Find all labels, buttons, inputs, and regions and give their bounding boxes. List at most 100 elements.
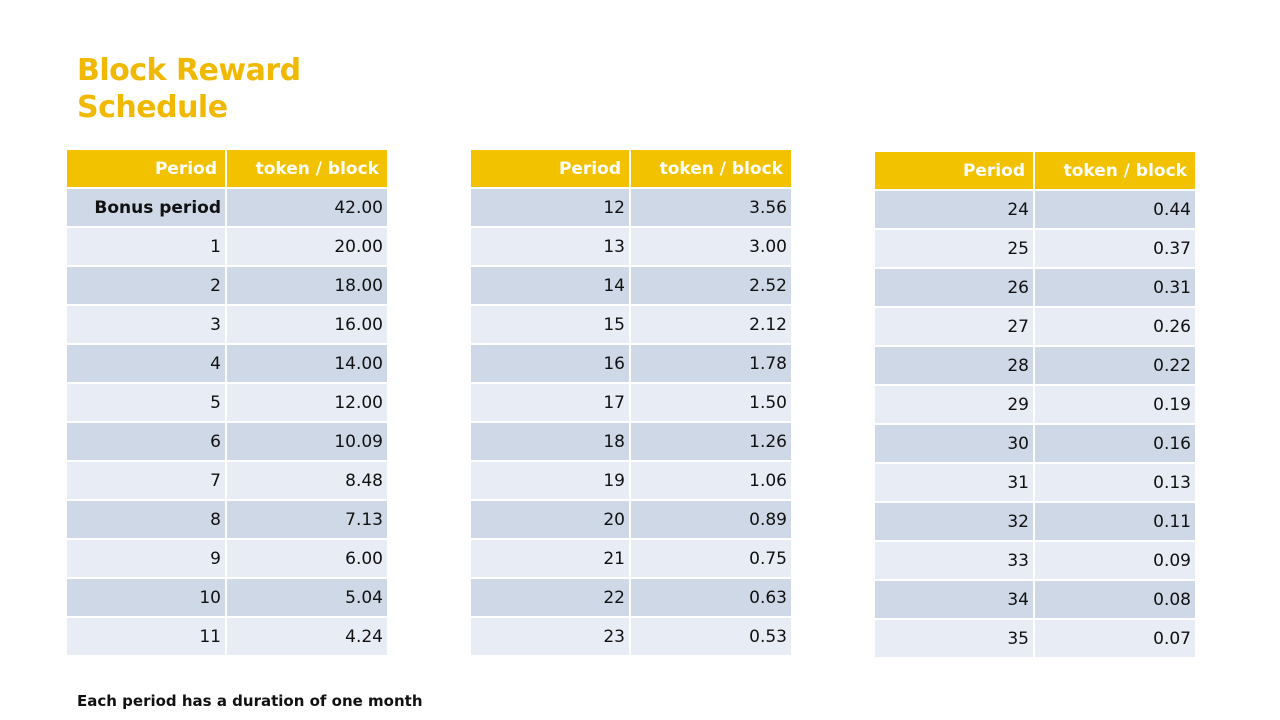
table-row: 14 2.52	[471, 267, 791, 304]
reward-cell: 0.75	[631, 540, 791, 577]
period-cell: 16	[471, 345, 629, 382]
header-cell: token / block	[631, 150, 791, 187]
period-cell: 21	[471, 540, 629, 577]
period-cell: 19	[471, 462, 629, 499]
table-row: 6 10.09	[67, 423, 387, 460]
table-row: 4 14.00	[67, 345, 387, 382]
period-cell: 2	[67, 267, 225, 304]
reward-cell: 7.13	[227, 501, 387, 538]
header-row: Period token / block	[875, 152, 1195, 189]
period-cell: 23	[471, 618, 629, 655]
reward-cell: 12.00	[227, 384, 387, 421]
table-row: 17 1.50	[471, 384, 791, 421]
table-row: 26 0.31	[875, 269, 1195, 306]
period-cell: 14	[471, 267, 629, 304]
period-cell: 1	[67, 228, 225, 265]
reward-cell: 1.78	[631, 345, 791, 382]
header-cell: Period	[67, 150, 225, 187]
period-cell: 29	[875, 386, 1033, 423]
title: Block Reward Schedule	[77, 53, 301, 125]
reward-cell: 0.11	[1035, 503, 1195, 540]
reward-cell: 20.00	[227, 228, 387, 265]
table-row: 9 6.00	[67, 540, 387, 577]
table-row: 21 0.75	[471, 540, 791, 577]
reward-cell: 2.52	[631, 267, 791, 304]
table-row: 22 0.63	[471, 579, 791, 616]
period-cell: 20	[471, 501, 629, 538]
period-cell: 35	[875, 620, 1033, 657]
table-row: 30 0.16	[875, 425, 1195, 462]
table-row: 8 7.13	[67, 501, 387, 538]
period-cell: 11	[67, 618, 225, 655]
table-row: 10 5.04	[67, 579, 387, 616]
period-cell: 12	[471, 189, 629, 226]
period-cell: 25	[875, 230, 1033, 267]
period-cell: 10	[67, 579, 225, 616]
period-cell: 8	[67, 501, 225, 538]
period-cell: 32	[875, 503, 1033, 540]
header-cell: token / block	[1035, 152, 1195, 189]
reward-cell: 1.06	[631, 462, 791, 499]
period-cell: 17	[471, 384, 629, 421]
table-row: 28 0.22	[875, 347, 1195, 384]
reward-cell: 0.63	[631, 579, 791, 616]
period-cell: Bonus period	[67, 189, 225, 226]
period-cell: 28	[875, 347, 1033, 384]
period-cell: 22	[471, 579, 629, 616]
reward-cell: 0.13	[1035, 464, 1195, 501]
reward-cell: 16.00	[227, 306, 387, 343]
table-row: 24 0.44	[875, 191, 1195, 228]
table-row: 1 20.00	[67, 228, 387, 265]
reward-cell: 1.26	[631, 423, 791, 460]
period-cell: 3	[67, 306, 225, 343]
reward-cell: 2.12	[631, 306, 791, 343]
table-row: 34 0.08	[875, 581, 1195, 618]
period-cell: 33	[875, 542, 1033, 579]
reward-cell: 0.08	[1035, 581, 1195, 618]
header-cell: Period	[875, 152, 1033, 189]
reward-cell: 0.89	[631, 501, 791, 538]
reward-cell: 4.24	[227, 618, 387, 655]
period-cell: 26	[875, 269, 1033, 306]
reward-cell: 8.48	[227, 462, 387, 499]
reward-cell: 1.50	[631, 384, 791, 421]
reward-cell: 3.56	[631, 189, 791, 226]
table-row: 18 1.26	[471, 423, 791, 460]
reward-cell: 0.37	[1035, 230, 1195, 267]
period-cell: 15	[471, 306, 629, 343]
reward-cell: 0.44	[1035, 191, 1195, 228]
period-cell: 34	[875, 581, 1033, 618]
table-row: 35 0.07	[875, 620, 1195, 657]
reward-cell: 5.04	[227, 579, 387, 616]
table-row: 27 0.26	[875, 308, 1195, 345]
header-row: Period token / block	[67, 150, 387, 187]
period-cell: 30	[875, 425, 1033, 462]
period-cell: 31	[875, 464, 1033, 501]
reward-cell: 0.31	[1035, 269, 1195, 306]
table-row: 25 0.37	[875, 230, 1195, 267]
reward-table: Period token / block 24 0.44 25 0.37 26 0.31 27 0…	[875, 152, 1195, 659]
table-row: 3 16.00	[67, 306, 387, 343]
table-row: 31 0.13	[875, 464, 1195, 501]
period-cell: 27	[875, 308, 1033, 345]
reward-cell: 0.26	[1035, 308, 1195, 345]
reward-cell: 0.19	[1035, 386, 1195, 423]
table-row: 23 0.53	[471, 618, 791, 655]
period-cell: 24	[875, 191, 1033, 228]
table-row: 12 3.56	[471, 189, 791, 226]
table-row: 13 3.00	[471, 228, 791, 265]
reward-cell: 42.00	[227, 189, 387, 226]
reward-cell: 0.16	[1035, 425, 1195, 462]
reward-cell: 6.00	[227, 540, 387, 577]
reward-cell: 14.00	[227, 345, 387, 382]
table-row: 29 0.19	[875, 386, 1195, 423]
reward-cell: 10.09	[227, 423, 387, 460]
period-cell: 6	[67, 423, 225, 460]
period-cell: 7	[67, 462, 225, 499]
reward-table: Period token / block Bonus period 42.00 1 20.…	[67, 150, 387, 657]
reward-cell: 0.09	[1035, 542, 1195, 579]
table-row: 19 1.06	[471, 462, 791, 499]
table-row: 20 0.89	[471, 501, 791, 538]
period-cell: 9	[67, 540, 225, 577]
